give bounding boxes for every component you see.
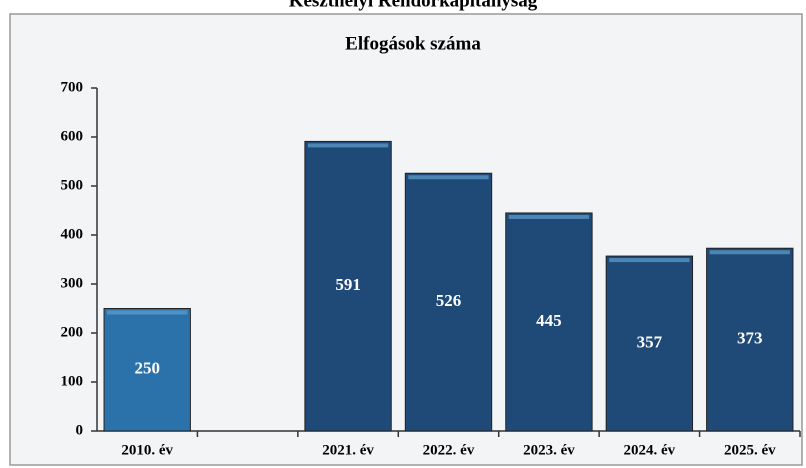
x-tick-label: 2024. év	[624, 442, 676, 458]
chart-title: Elfogások száma	[345, 33, 481, 54]
x-tick-label: 2025. év	[724, 442, 776, 458]
x-tick-label: 2023. év	[523, 442, 575, 458]
header: Keszthelyi Rendőrkapitányság	[289, 0, 538, 11]
y-tick-label: 0	[76, 422, 84, 438]
data-label: 373	[737, 329, 763, 348]
y-tick-label: 300	[61, 275, 84, 291]
data-label: 591	[335, 275, 361, 294]
bar-highlight	[710, 250, 790, 254]
x-tick-label: 2021. év	[322, 442, 374, 458]
y-tick-label: 100	[61, 373, 84, 389]
y-tick-label: 400	[61, 226, 84, 242]
bar-highlight	[408, 175, 488, 179]
data-label: 357	[637, 332, 663, 351]
y-tick-label: 700	[61, 79, 84, 95]
data-label: 445	[536, 311, 562, 330]
y-tick-label: 600	[61, 128, 84, 144]
bar-highlight	[509, 215, 589, 219]
chart: Keszthelyi Rendőrkapitányság Elfogások s…	[0, 0, 806, 468]
bar-highlight	[609, 258, 689, 262]
bar-highlight	[308, 143, 388, 147]
bar-highlight	[107, 311, 187, 315]
data-label: 526	[436, 291, 462, 310]
data-label: 250	[134, 359, 160, 378]
y-tick-label: 200	[61, 324, 84, 340]
page: Keszthelyi Rendőrkapitányság Elfogások s…	[0, 0, 806, 468]
y-tick-label: 500	[61, 177, 84, 193]
x-tick-label: 2010. év	[121, 442, 173, 458]
x-tick-label: 2022. év	[423, 442, 475, 458]
